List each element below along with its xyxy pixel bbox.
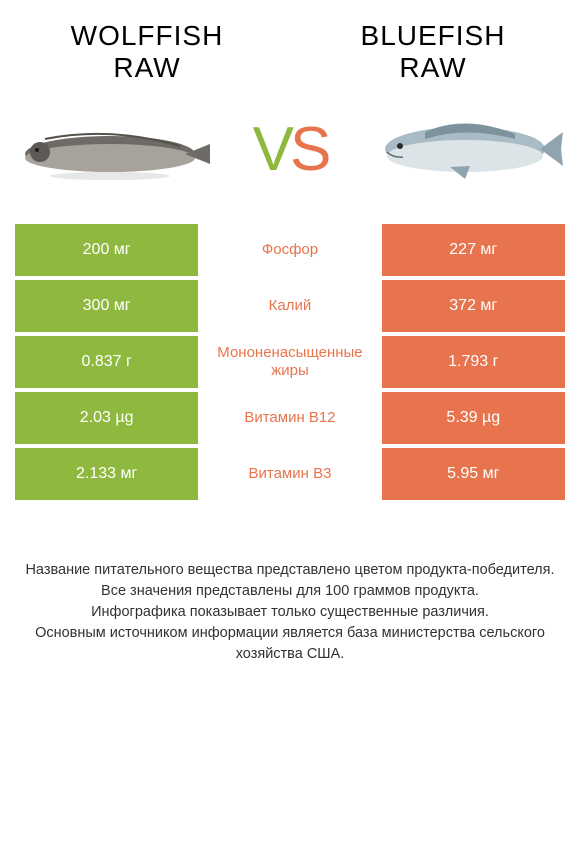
footnote-l2: Все значения представлены для 100 граммо…: [101, 583, 479, 599]
cell-left: 300 мг: [15, 280, 198, 332]
title-left-l2: Raw: [113, 52, 180, 83]
cell-name: Витамин B3: [198, 448, 381, 500]
header: Wolffish Raw Bluefish Raw: [0, 0, 580, 84]
table-row: 2.133 мг Витамин B3 5.95 мг: [15, 448, 565, 500]
cell-right: 227 мг: [382, 224, 565, 276]
cell-right: 5.39 µg: [382, 392, 565, 444]
images-row: VS: [0, 84, 580, 224]
cell-right: 1.793 г: [382, 336, 565, 388]
header-left: Wolffish Raw: [30, 20, 264, 84]
title-left: Wolffish Raw: [30, 20, 264, 84]
cell-name: Витамин B12: [198, 392, 381, 444]
nutrient-table: 200 мг Фосфор 227 мг 300 мг Калий 372 мг…: [15, 224, 565, 500]
footnote-l1: Название питательного вещества представл…: [25, 562, 554, 578]
header-right: Bluefish Raw: [316, 20, 550, 84]
table-row: 200 мг Фосфор 227 мг: [15, 224, 565, 276]
wolffish-image: [15, 104, 215, 194]
footnote-l3: Инфографика показывает только существенн…: [91, 604, 489, 620]
cell-right: 5.95 мг: [382, 448, 565, 500]
title-left-l1: Wolffish: [71, 20, 224, 51]
cell-left: 2.133 мг: [15, 448, 198, 500]
footnote: Название питательного вещества представл…: [0, 560, 580, 665]
vs-s: S: [290, 115, 327, 184]
title-right-l2: Raw: [399, 52, 466, 83]
cell-left: 200 мг: [15, 224, 198, 276]
cell-name: Фосфор: [198, 224, 381, 276]
title-right: Bluefish Raw: [316, 20, 550, 84]
cell-left: 0.837 г: [15, 336, 198, 388]
cell-name: Калий: [198, 280, 381, 332]
table-row: 300 мг Калий 372 мг: [15, 280, 565, 332]
footnote-l4: Основным источником информации является …: [35, 625, 545, 662]
cell-name: Мононенасыщенные жиры: [198, 336, 381, 388]
cell-left: 2.03 µg: [15, 392, 198, 444]
vs-text: VS: [253, 114, 328, 185]
table-row: 2.03 µg Витамин B12 5.39 µg: [15, 392, 565, 444]
table-row: 0.837 г Мононенасыщенные жиры 1.793 г: [15, 336, 565, 388]
title-right-l1: Bluefish: [361, 20, 506, 51]
bluefish-image: [365, 104, 565, 194]
cell-right: 372 мг: [382, 280, 565, 332]
vs-v: V: [253, 115, 290, 184]
